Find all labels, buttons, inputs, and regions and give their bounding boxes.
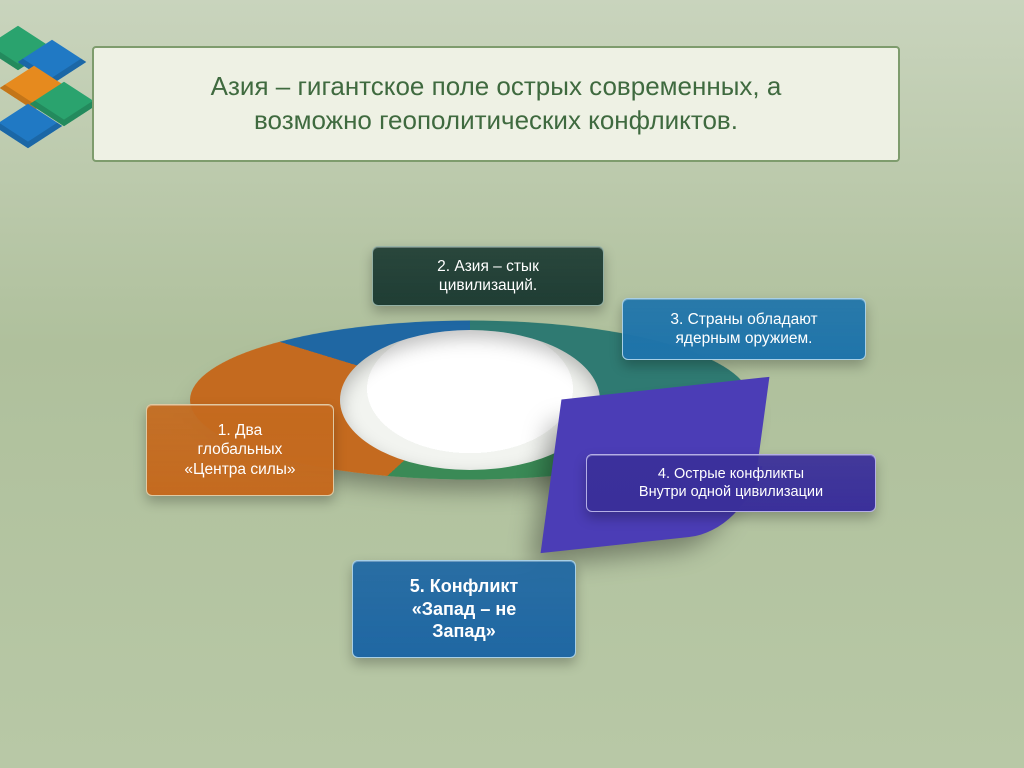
callout-box-4: 4. Острые конфликты Внутри одной цивилиз… bbox=[586, 454, 876, 512]
slide-root: Азия – гигантское поле острых современны… bbox=[0, 0, 1024, 768]
title-panel: Азия – гигантское поле острых современны… bbox=[92, 46, 900, 162]
callout-box-2: 2. Азия – стык цивилизаций. bbox=[372, 246, 604, 306]
callout-box-3: 3. Страны обладают ядерным оружием. bbox=[622, 298, 866, 360]
slide-title: Азия – гигантское поле острых современны… bbox=[211, 70, 782, 138]
callout-text: 4. Острые конфликты Внутри одной цивилиз… bbox=[639, 465, 823, 501]
callout-box-5: 5. Конфликт «Запад – не Запад» bbox=[352, 560, 576, 658]
callout-text: 3. Страны обладают ядерным оружием. bbox=[670, 310, 817, 349]
callout-box-1: 1. Два глобальных «Центра силы» bbox=[146, 404, 334, 496]
callout-text: 1. Два глобальных «Центра силы» bbox=[184, 421, 295, 479]
callout-text: 5. Конфликт «Запад – не Запад» bbox=[410, 575, 519, 643]
title-line2: возможно геополитических конфликтов. bbox=[254, 105, 738, 135]
callout-text: 2. Азия – стык цивилизаций. bbox=[437, 257, 539, 296]
title-line1: Азия – гигантское поле острых современны… bbox=[211, 71, 782, 101]
